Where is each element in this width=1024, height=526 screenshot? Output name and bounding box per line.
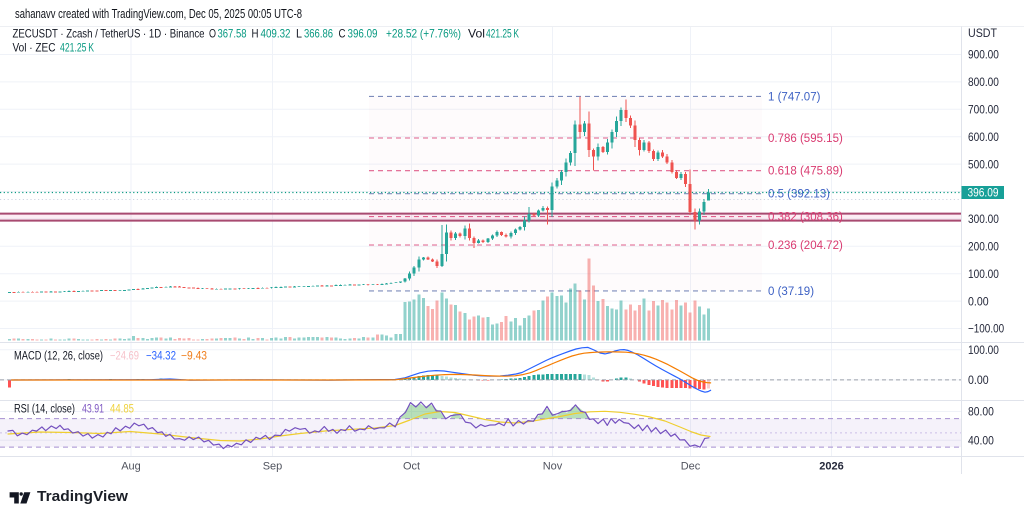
svg-text:0.236 (204.72): 0.236 (204.72) [768,240,843,252]
svg-text:O: O [209,27,216,41]
svg-text:0.618 (475.89): 0.618 (475.89) [768,166,843,178]
svg-text:700.00: 700.00 [968,103,999,117]
svg-text:421.25 K: 421.25 K [60,41,94,55]
svg-text:−100.00: −100.00 [968,322,1004,336]
svg-text:RSI (14, close): RSI (14, close) [14,404,75,416]
svg-text:366.86: 366.86 [304,27,333,41]
svg-text:Nov: Nov [543,461,563,473]
svg-text:40.00: 40.00 [968,434,994,448]
svg-text:2026: 2026 [819,461,843,473]
svg-text:Vol: Vol [468,27,485,41]
svg-text:100.00: 100.00 [968,343,999,357]
svg-text:−34.32: −34.32 [146,351,176,363]
svg-text:0.786 (595.15): 0.786 (595.15) [768,133,843,145]
svg-text:1 (747.07): 1 (747.07) [768,91,821,103]
svg-text:Sep: Sep [263,461,283,473]
svg-text:MACD (12, 26, close): MACD (12, 26, close) [14,351,103,363]
svg-text:900.00: 900.00 [968,48,999,62]
svg-text:396.09: 396.09 [968,186,999,200]
svg-text:ZECUSDT · Zcash / TetherUS · 1: ZECUSDT · Zcash / TetherUS · 1D · Binanc… [13,27,205,41]
svg-text:396.09: 396.09 [348,27,378,41]
svg-text:200.00: 200.00 [968,240,999,254]
svg-text:600.00: 600.00 [968,130,999,144]
svg-text:367.58: 367.58 [218,27,247,41]
svg-text:−9.43: −9.43 [181,351,207,363]
svg-text:TradingView: TradingView [37,488,128,505]
svg-text:300.00: 300.00 [968,212,999,226]
svg-text:800.00: 800.00 [968,75,999,89]
svg-text:0.00: 0.00 [968,294,989,308]
svg-text:H: H [252,27,259,41]
svg-text:44.85: 44.85 [110,404,134,416]
svg-text:USDT: USDT [968,26,998,40]
svg-text:100.00: 100.00 [968,267,999,281]
svg-text:C: C [339,27,346,41]
svg-text:43.91: 43.91 [82,404,104,416]
svg-text:+28.52 (+7.76%): +28.52 (+7.76%) [386,27,461,41]
svg-text:Vol · ZEC: Vol · ZEC [13,41,56,55]
svg-text:421.25 K: 421.25 K [486,27,519,41]
svg-text:80.00: 80.00 [968,405,994,419]
svg-text:−24.69: −24.69 [110,351,139,363]
svg-text:0.5 (392.13): 0.5 (392.13) [768,189,830,201]
svg-text:500.00: 500.00 [968,157,999,171]
svg-text:Aug: Aug [121,461,141,473]
svg-text:409.32: 409.32 [261,27,291,41]
svg-text:0.382 (308.36): 0.382 (308.36) [768,212,843,224]
svg-text:0 (37.19): 0 (37.19) [768,286,814,298]
svg-text:0.00: 0.00 [968,373,989,387]
svg-text:Dec: Dec [681,461,701,473]
svg-text:L: L [296,27,302,41]
svg-text:Oct: Oct [403,461,420,473]
svg-text:sahanavv created with TradingV: sahanavv created with TradingView.com, D… [15,6,302,21]
